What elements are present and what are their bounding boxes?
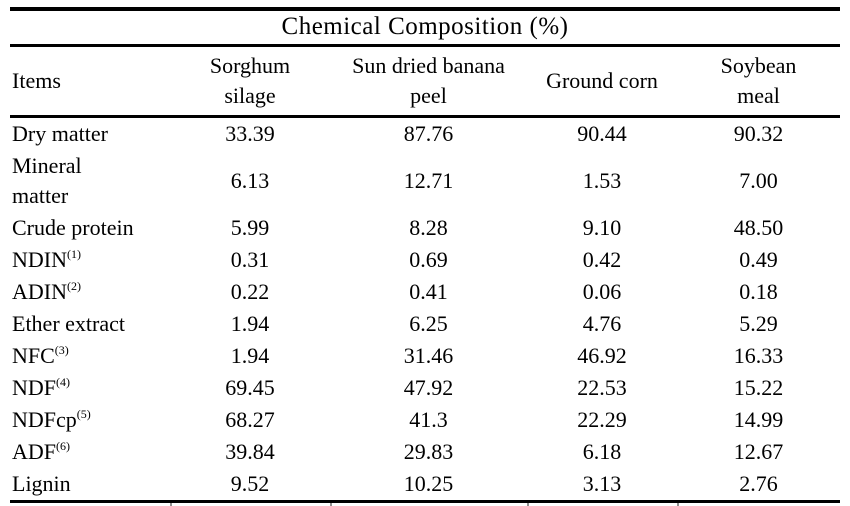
cell-value: 1.94 (230, 343, 270, 368)
cell-value: 1.53 (582, 168, 622, 193)
cell-value: 47.92 (403, 375, 454, 400)
table-row: ADF(6) 39.84 29.83 6.18 12.67 (10, 436, 840, 468)
cell-value: 15.22 (733, 375, 784, 400)
cell-value: 8.28 (409, 215, 448, 240)
cell-value: 41.3 (409, 407, 448, 432)
cell-value: 90.32 (733, 121, 784, 146)
row-label: NDFcp(5) (12, 407, 91, 432)
cell-value: 0.42 (582, 247, 622, 272)
cell-value: 0.69 (409, 247, 448, 272)
row-label: NDF(4) (12, 375, 71, 400)
row-label: Lignin (12, 471, 71, 496)
row-label: Dry matter (12, 121, 108, 146)
table-title: Chemical Composition (%) (10, 9, 841, 47)
cell-value: 33.39 (225, 121, 275, 146)
table-row: NDF(4) 69.45 47.92 22.53 15.22 (10, 372, 840, 404)
footnote-marker: (2) (67, 279, 81, 293)
cell-value: 22.53 (577, 375, 627, 400)
cell-value: 1.94 (230, 311, 270, 336)
footnote-marker: (5) (76, 407, 91, 421)
footnote-marker: (4) (56, 375, 71, 389)
cell-value: 0.41 (409, 279, 448, 304)
cell-value: 16.33 (733, 343, 784, 368)
row-label: Crude protein (12, 215, 134, 240)
cell-value: 87.76 (403, 121, 454, 146)
row-label: ADIN(2) (12, 279, 81, 304)
cell-value: 90.44 (577, 121, 627, 146)
cell-value: 12.67 (733, 439, 784, 464)
cell-value: 6.18 (582, 439, 622, 464)
cell-value: 7.00 (739, 168, 778, 193)
cell-value: 22.29 (577, 407, 627, 432)
cell-value: 0.31 (230, 247, 270, 272)
table-row: NDIN(1) 0.31 0.69 0.42 0.49 (10, 244, 840, 276)
cell-value: 9.52 (230, 471, 270, 496)
table-row: NDFcp(5) 68.27 41.3 22.29 14.99 (10, 404, 840, 436)
column-header-sorghum-silage: Sorghum silage (170, 45, 330, 118)
cell-value: 5.29 (739, 311, 778, 336)
cell-value: 5.99 (230, 215, 270, 240)
table-row: ADIN(2) 0.22 0.41 0.06 0.18 (10, 276, 840, 308)
column-boundary-tick (330, 503, 332, 506)
table-body: Dry matter 33.39 87.76 90.44 90.32 Mineral mat… (10, 117, 840, 502)
table-row: Dry matter 33.39 87.76 90.44 90.32 (10, 117, 840, 151)
cell-value: 39.84 (225, 439, 275, 464)
cell-value: 29.83 (403, 439, 454, 464)
cell-value: 0.22 (230, 279, 270, 304)
cell-value: 46.92 (577, 343, 627, 368)
column-header-sun-dried-banana-peel: Sun dried banana peel (330, 45, 527, 118)
cell-value: 2.76 (739, 471, 778, 496)
table-title-row: Chemical Composition (%) (10, 9, 841, 47)
row-label: NDIN(1) (12, 247, 81, 272)
column-boundary-tick (170, 503, 172, 506)
row-label: NFC(3) (12, 343, 69, 368)
cell-value: 69.45 (225, 375, 275, 400)
cell-value: 0.06 (582, 279, 622, 304)
cell-value: 6.13 (230, 168, 270, 193)
table-row: NFC(3) 1.94 31.46 46.92 16.33 (10, 340, 840, 372)
table-wrap: Chemical Composition (%) Items Sorghum sil… (10, 7, 841, 506)
column-header-soybean-meal: Soybean meal (677, 45, 841, 118)
column-boundary-tick (677, 503, 679, 506)
cell-value: 4.76 (582, 311, 622, 336)
column-boundary-tick (527, 503, 529, 506)
cell-value: 3.13 (582, 471, 622, 496)
table-row: Ether extract 1.94 6.25 4.76 5.29 (10, 308, 840, 340)
cell-value: 48.50 (733, 215, 784, 240)
column-boundary-ticks (10, 503, 840, 506)
table-row: Mineral matter 6.13 12.71 1.53 7.00 (10, 150, 840, 212)
cell-value: 31.46 (403, 343, 454, 368)
table-row: Crude protein 5.99 8.28 9.10 48.50 (10, 212, 840, 244)
column-header-items: Items (10, 45, 170, 118)
cell-value: 6.25 (409, 311, 448, 336)
cell-value: 10.25 (403, 471, 454, 496)
footnote-marker: (6) (56, 439, 71, 453)
cell-value: 14.99 (733, 407, 784, 432)
cell-value: 0.18 (739, 279, 778, 304)
table-header-row: Items Sorghum silage Sun dried banana peel Gr… (10, 45, 841, 118)
row-label: Ether extract (12, 311, 125, 336)
row-label: ADF(6) (12, 439, 71, 464)
row-label: Mineral matter (12, 153, 82, 208)
footnote-marker: (1) (67, 247, 81, 261)
chemical-composition-table: Chemical Composition (%) Items Sorghum sil… (10, 7, 841, 503)
cell-value: 68.27 (225, 407, 275, 432)
column-header-ground-corn: Ground corn (527, 45, 677, 118)
cell-value: 0.49 (739, 247, 778, 272)
footnote-marker: (3) (54, 343, 69, 357)
cell-value: 9.10 (582, 215, 622, 240)
table-row: Lignin 9.52 10.25 3.13 2.76 (10, 468, 840, 502)
cell-value: 12.71 (403, 168, 454, 193)
